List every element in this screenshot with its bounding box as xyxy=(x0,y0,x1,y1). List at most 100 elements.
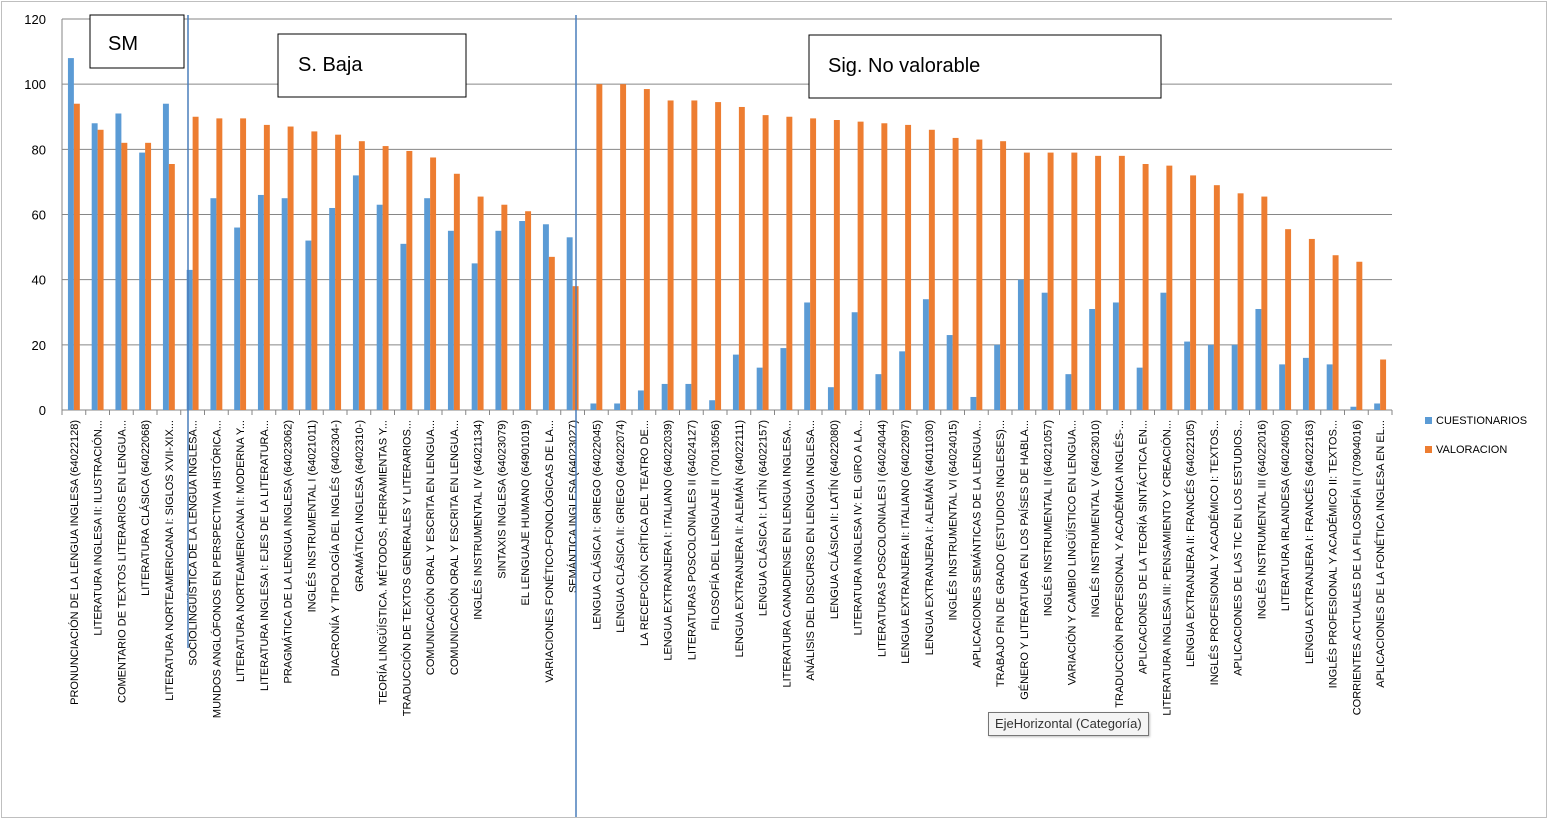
bar-valoracion xyxy=(525,211,532,410)
y-tick-label: 40 xyxy=(32,273,46,288)
bar-cuestionarios xyxy=(590,403,597,410)
bar-valoracion xyxy=(1071,152,1078,410)
legend-swatch-valoracion xyxy=(1425,446,1432,453)
bar-cuestionarios xyxy=(352,175,359,410)
x-tick-label: SEMÁNTICA INGLESA (64023027) xyxy=(567,420,580,593)
x-tick-label: LA RECEPCIÓN CRÍTICA DEL TEATRO DE... xyxy=(638,420,651,646)
x-tick-label: FILOSOFÍA DEL LENGUAJE II (70013056) xyxy=(709,420,722,631)
bar-cuestionarios xyxy=(614,403,621,410)
x-tick-label: INGLÉS INSTRUMENTAL V (64023010) xyxy=(1089,420,1102,617)
x-tick-label: CORRIENTES ACTUALES DE LA FILOSOFÍA II (… xyxy=(1350,420,1363,715)
bar-valoracion xyxy=(1356,261,1363,410)
bar-cuestionarios xyxy=(115,113,122,411)
x-tick-label: GÉNERO Y LITERATURA EN LOS PAÍSES DE HAB… xyxy=(1018,420,1031,700)
bar-valoracion xyxy=(786,116,793,410)
x-tick-label: ANÁLISIS DEL DISCURSO EN LENGUA INGLESA.… xyxy=(804,420,817,681)
x-tick-label: LENGUA EXTRANJERA I: ALEMÁN (64011030) xyxy=(923,420,936,655)
bar-cuestionarios xyxy=(1112,302,1119,410)
bar-cuestionarios xyxy=(162,103,169,410)
bar-cuestionarios xyxy=(329,207,336,410)
bar-cuestionarios xyxy=(1160,292,1167,410)
bar-cuestionarios xyxy=(1184,341,1191,410)
x-tick-label: LITERATURA INGLESA I: EJES DE LA LITERAT… xyxy=(259,420,271,691)
x-tick-label: TEORÍA LINGÜÍSTICA. MÉTODOS, HERRAMIENTA… xyxy=(377,420,390,705)
x-tick-label: LENGUA EXTRANJERA I: FRANCÉS (64022163) xyxy=(1303,420,1316,664)
y-tick-label: 20 xyxy=(32,338,46,353)
x-tick-label: TRADUCCIÓN PROFESIONAL Y ACADÉMICA INGLÉ… xyxy=(1113,420,1126,708)
x-tick-label: PRAGMÁTICA DE LA LENGUA INGLESA (6402306… xyxy=(282,420,295,684)
x-tick-label: LITERATURA INGLESA II: ILUSTRACIÓN... xyxy=(92,420,105,636)
legend-swatch-cuestionarios xyxy=(1425,417,1432,424)
annotation-box xyxy=(89,14,185,69)
y-tick-label: 0 xyxy=(39,403,46,418)
annotation-box xyxy=(277,33,467,98)
x-tick-label: COMUNICACIÓN ORAL Y ESCRITA EN LENGUA... xyxy=(424,420,437,675)
x-tick-label: MUNDOS ANGLÓFONOS EN PERSPECTIVA HISTÓRI… xyxy=(210,420,223,718)
x-tick-label: INGLÉS INSTRUMENTAL IV (64021134) xyxy=(472,420,485,620)
bar-cuestionarios xyxy=(1326,364,1333,410)
bar-cuestionarios xyxy=(281,198,288,410)
x-tick-label: PRONUNCIACIÓN DE LA LENGUA INGLESA (6402… xyxy=(68,420,81,705)
bar-cuestionarios xyxy=(851,312,858,410)
x-tick-label: DIACRONÍA Y TIPOLOGÍA DEL INGLÉS (640230… xyxy=(329,420,342,676)
bar-valoracion xyxy=(1166,165,1173,411)
bar-valoracion xyxy=(1332,255,1339,410)
y-tick-label: 100 xyxy=(24,77,46,92)
x-tick-label: INGLÉS INSTRUMENTAL II (64021057) xyxy=(1042,420,1055,616)
bar-valoracion xyxy=(928,129,935,410)
bar-valoracion xyxy=(358,141,365,410)
axis-tooltip: EjeHorizontal (Categoría) xyxy=(988,712,1149,736)
x-tick-label: COMENTARIO DE TEXTOS LITERARIOS EN LENGU… xyxy=(116,420,128,703)
bar-valoracion xyxy=(1000,141,1007,410)
x-tick-label: APLICACIONES DE LA TEORÍA SINTÁCTICA EN.… xyxy=(1137,420,1150,674)
annotation-box xyxy=(808,34,1162,99)
bar-cuestionarios xyxy=(1279,364,1286,410)
annotation-label: SM xyxy=(108,33,138,55)
legend-label: VALORACION xyxy=(1436,444,1507,456)
x-tick-label: LENGUA EXTRANJERA I: ITALIANO (64022039) xyxy=(663,420,675,661)
annotation-label: Sig. No valorable xyxy=(828,55,980,77)
bar-valoracion xyxy=(1213,185,1220,410)
bar-cuestionarios xyxy=(542,224,549,410)
bar-cuestionarios xyxy=(661,383,668,410)
annotation-label: S. Baja xyxy=(298,54,363,76)
bar-valoracion xyxy=(287,126,294,410)
bar-valoracion xyxy=(145,142,152,410)
x-tick-label: LITERATURAS POSCOLONIALES II (64024127) xyxy=(686,420,698,660)
bar-valoracion xyxy=(810,118,817,410)
x-tick-label: LITERATURA INGLESA III: PENSAMIENTO Y CR… xyxy=(1160,420,1173,716)
bar-valoracion xyxy=(1308,238,1315,410)
bar-cuestionarios xyxy=(471,263,478,411)
bar-valoracion xyxy=(501,204,508,410)
bar-valoracion xyxy=(1095,155,1102,410)
x-tick-label: SINTAXIS INGLESA (64023079) xyxy=(496,420,508,579)
x-tick-label: COMUNICACIÓN ORAL Y ESCRITA EN LENGUA... xyxy=(448,420,461,675)
bar-valoracion xyxy=(382,146,389,410)
bar-valoracion xyxy=(905,124,912,411)
bar-valoracion xyxy=(1047,152,1054,410)
bar-valoracion xyxy=(596,84,603,411)
x-tick-label: APLICACIONES SEMÁNTICAS DE LA LENGUA... xyxy=(970,420,983,668)
bar-cuestionarios xyxy=(305,240,312,410)
x-tick-label: SOCIOLINGÜÍSTICA DE LA LENGUA INGLESA... xyxy=(187,420,200,666)
bar-valoracion xyxy=(976,139,983,410)
bar-cuestionarios xyxy=(519,221,526,410)
x-tick-label: LITERATURA INGLESA IV: EL GIRO A LA... xyxy=(853,420,865,635)
bar-cuestionarios xyxy=(732,354,739,410)
bar-cuestionarios xyxy=(1302,357,1309,410)
x-tick-label: INGLÉS INSTRUMENTAL III (64022016) xyxy=(1255,420,1268,619)
bar-valoracion xyxy=(1285,229,1292,410)
bar-valoracion xyxy=(1380,359,1387,410)
bar-valoracion xyxy=(620,84,627,411)
bar-cuestionarios xyxy=(447,230,454,410)
bar-cuestionarios xyxy=(637,390,644,410)
x-tick-label: LITERATURA CLÁSICA (64022068) xyxy=(139,420,152,596)
bar-cuestionarios xyxy=(756,367,763,410)
bar-cuestionarios xyxy=(400,243,407,410)
x-tick-label: LENGUA EXTRANJERA II: ITALIANO (64022097… xyxy=(900,420,912,664)
x-tick-label: LITERATURA NORTEAMERICANA II: MODERNA Y.… xyxy=(235,420,247,682)
bar-cuestionarios xyxy=(1207,344,1214,410)
bar-cuestionarios xyxy=(210,198,217,410)
